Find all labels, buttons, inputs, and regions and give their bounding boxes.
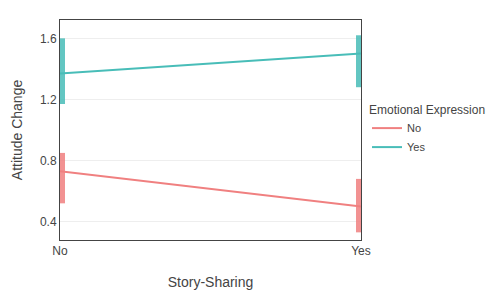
svg-text:No: No [407,122,421,134]
svg-text:No: No [52,244,68,258]
svg-text:1.2: 1.2 [40,93,57,107]
svg-text:1.6: 1.6 [40,32,57,46]
svg-text:Yes: Yes [407,141,425,153]
svg-text:Emotional Expression: Emotional Expression [369,103,485,117]
svg-text:Yes: Yes [351,244,371,258]
svg-text:0.4: 0.4 [40,215,57,229]
svg-text:Attitude Change: Attitude Change [9,80,25,181]
svg-text:0.8: 0.8 [40,154,57,168]
svg-text:Story-Sharing: Story-Sharing [168,274,254,290]
